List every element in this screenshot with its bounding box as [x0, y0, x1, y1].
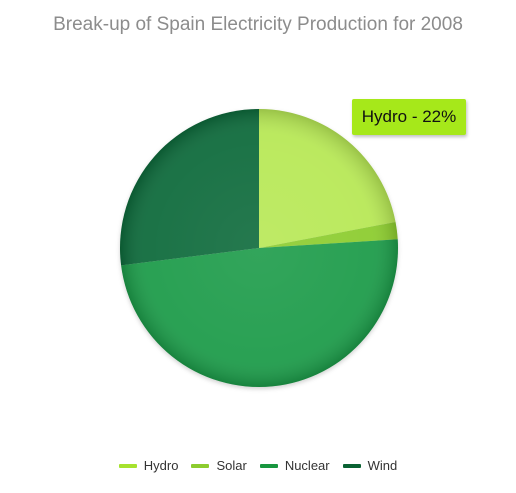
chart-title: Break-up of Spain Electricity Production…	[53, 14, 463, 35]
chart-legend: Hydro Solar Nuclear Wind	[0, 458, 516, 473]
legend-label: Nuclear	[284, 458, 330, 473]
legend-swatch	[118, 463, 137, 468]
legend-item-solar[interactable]: Solar	[191, 458, 247, 473]
hydro-tooltip: Hydro - 22%	[352, 99, 466, 135]
pie-slices	[120, 109, 399, 388]
legend-swatch	[191, 463, 210, 468]
legend-label: Wind	[367, 458, 398, 473]
legend-item-hydro[interactable]: Hydro	[118, 458, 179, 473]
legend-item-wind[interactable]: Wind	[342, 458, 398, 473]
legend-label: Solar	[216, 458, 247, 473]
legend-item-nuclear[interactable]: Nuclear	[259, 458, 330, 473]
legend-label: Hydro	[143, 458, 179, 473]
pie-slice-wind[interactable]	[120, 109, 259, 266]
legend-swatch	[259, 463, 278, 468]
pie-slice-nuclear[interactable]	[121, 239, 399, 388]
legend-swatch	[342, 463, 361, 468]
